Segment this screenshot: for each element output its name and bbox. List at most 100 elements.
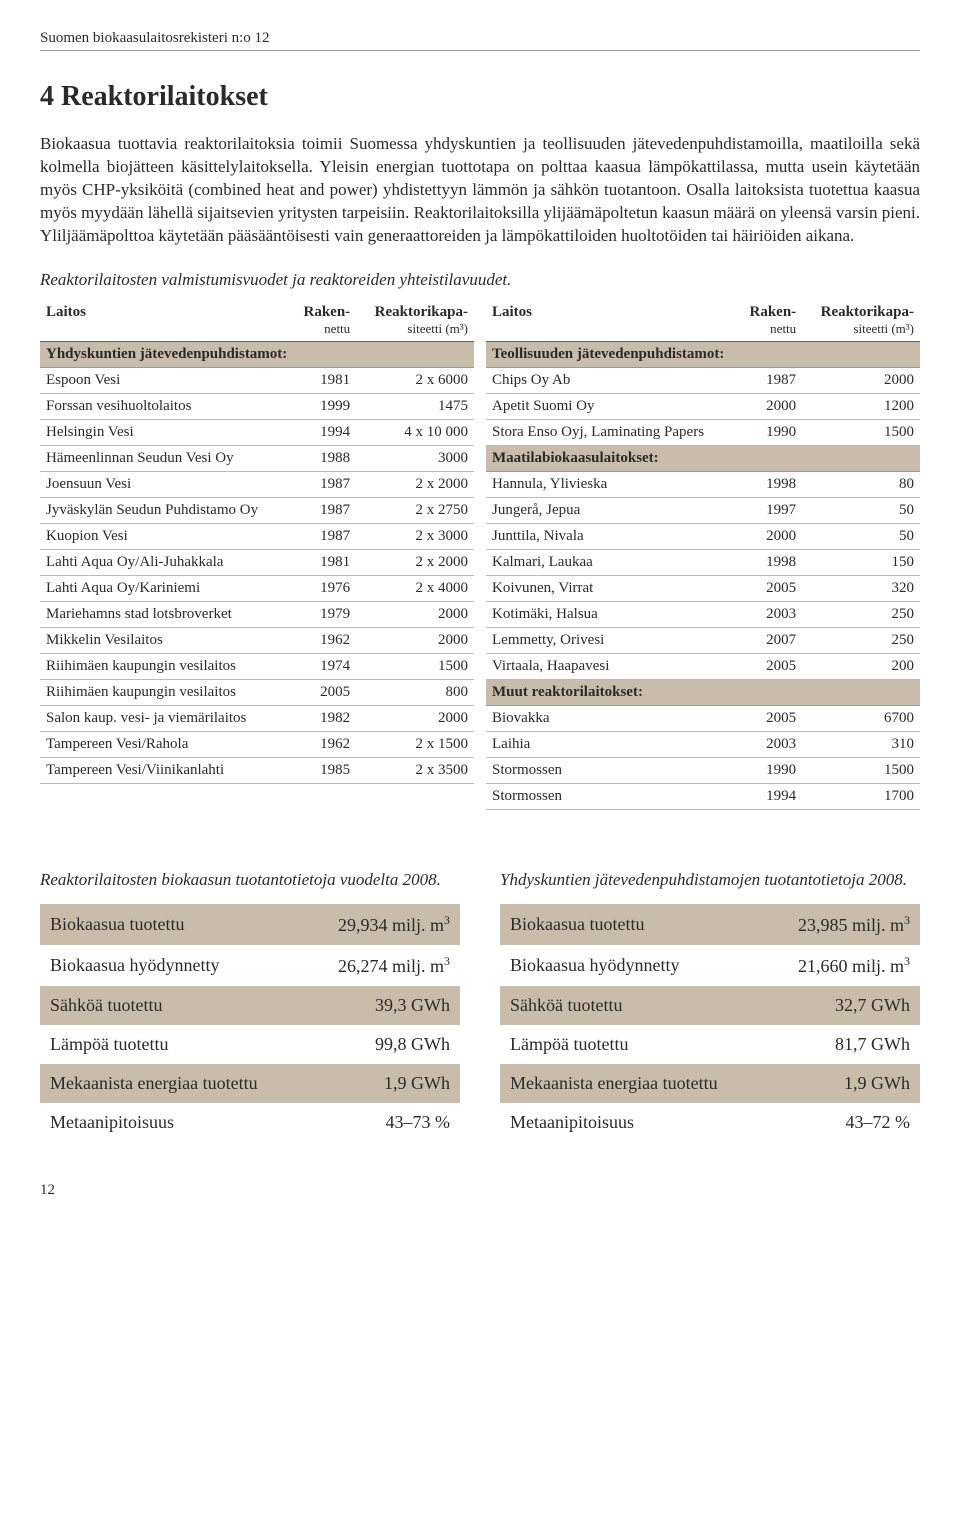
table-row: Kuopion Vesi19872 x 3000 bbox=[40, 523, 474, 549]
left-table-col: Laitos Raken-nettu Reaktorikapa-siteetti… bbox=[40, 300, 474, 810]
cell-year: 2003 bbox=[737, 731, 803, 757]
table-row: Jyväskylän Seudun Puhdistamo Oy19872 x 2… bbox=[40, 497, 474, 523]
cell-capacity: 1200 bbox=[802, 393, 920, 419]
stats-label: Biokaasua tuotettu bbox=[40, 904, 306, 945]
cell-year: 1987 bbox=[291, 523, 357, 549]
cell-laitos: Jyväskylän Seudun Puhdistamo Oy bbox=[40, 497, 291, 523]
cell-capacity: 3000 bbox=[356, 445, 474, 471]
table-row: Jungerå, Jepua199750 bbox=[486, 497, 920, 523]
section-label: Teollisuuden jätevedenpuhdistamot: bbox=[486, 341, 920, 367]
table-row: Stora Enso Oyj, Laminating Papers1990150… bbox=[486, 419, 920, 445]
cell-laitos: Jungerå, Jepua bbox=[486, 497, 737, 523]
right-table-col: Laitos Raken-nettu Reaktorikapa-siteetti… bbox=[486, 300, 920, 810]
cell-laitos: Hannula, Ylivieska bbox=[486, 471, 737, 497]
table-row: Hämeenlinnan Seudun Vesi Oy19883000 bbox=[40, 445, 474, 471]
cell-year: 1981 bbox=[291, 549, 357, 575]
cell-capacity: 2 x 2000 bbox=[356, 471, 474, 497]
cell-year: 1985 bbox=[291, 757, 357, 783]
stats-value: 23,985 milj. m3 bbox=[766, 904, 920, 945]
cell-capacity: 1500 bbox=[802, 419, 920, 445]
table-row: Mariehamns stad lotsbroverket19792000 bbox=[40, 601, 474, 627]
table-row: Lahti Aqua Oy/Kariniemi19762 x 4000 bbox=[40, 575, 474, 601]
cell-capacity: 50 bbox=[802, 497, 920, 523]
stats-value: 43–72 % bbox=[766, 1103, 920, 1142]
cell-laitos: Stormossen bbox=[486, 783, 737, 809]
cell-year: 1979 bbox=[291, 601, 357, 627]
table-row: Kotimäki, Halsua2003250 bbox=[486, 601, 920, 627]
table-row: Chips Oy Ab19872000 bbox=[486, 367, 920, 393]
cell-laitos: Helsingin Vesi bbox=[40, 419, 291, 445]
stats-value: 43–73 % bbox=[306, 1103, 460, 1142]
cell-year: 2005 bbox=[737, 653, 803, 679]
cell-year: 1987 bbox=[737, 367, 803, 393]
cell-capacity: 1475 bbox=[356, 393, 474, 419]
cell-year: 1982 bbox=[291, 705, 357, 731]
section-row: Teollisuuden jätevedenpuhdistamot: bbox=[486, 341, 920, 367]
table-row: Salon kaup. vesi- ja viemärilaitos198220… bbox=[40, 705, 474, 731]
stats-right: Yhdyskuntien jätevedenpuhdistamojen tuot… bbox=[500, 870, 920, 1142]
stats-label: Metaanipitoisuus bbox=[40, 1103, 306, 1142]
stats-row: Lämpöä tuotettu99,8 GWh bbox=[40, 1025, 460, 1064]
stats-label: Mekaanista energiaa tuotettu bbox=[40, 1064, 306, 1103]
col-raken: Raken-nettu bbox=[291, 300, 357, 342]
stats-value: 32,7 GWh bbox=[766, 986, 920, 1025]
cell-laitos: Kotimäki, Halsua bbox=[486, 601, 737, 627]
cell-capacity: 1700 bbox=[802, 783, 920, 809]
cell-year: 1998 bbox=[737, 471, 803, 497]
stats-right-table: Biokaasua tuotettu23,985 milj. m3Biokaas… bbox=[500, 904, 920, 1142]
cell-capacity: 2 x 1500 bbox=[356, 731, 474, 757]
table-row: Virtaala, Haapavesi2005200 bbox=[486, 653, 920, 679]
cell-year: 1962 bbox=[291, 627, 357, 653]
cell-laitos: Hämeenlinnan Seudun Vesi Oy bbox=[40, 445, 291, 471]
cell-laitos: Salon kaup. vesi- ja viemärilaitos bbox=[40, 705, 291, 731]
cell-year: 1988 bbox=[291, 445, 357, 471]
tables-container: Laitos Raken-nettu Reaktorikapa-siteetti… bbox=[40, 300, 920, 810]
cell-laitos: Koivunen, Virrat bbox=[486, 575, 737, 601]
cell-capacity: 2 x 4000 bbox=[356, 575, 474, 601]
cell-year: 2005 bbox=[737, 575, 803, 601]
stats-left-table: Biokaasua tuotettu29,934 milj. m3Biokaas… bbox=[40, 904, 460, 1142]
cell-laitos: Riihimäen kaupungin vesilaitos bbox=[40, 679, 291, 705]
cell-year: 1994 bbox=[291, 419, 357, 445]
cell-laitos: Stormossen bbox=[486, 757, 737, 783]
stats-label: Lämpöä tuotettu bbox=[40, 1025, 306, 1064]
cell-year: 2007 bbox=[737, 627, 803, 653]
stats-label: Mekaanista energiaa tuotettu bbox=[500, 1064, 766, 1103]
cell-laitos: Espoon Vesi bbox=[40, 367, 291, 393]
table-row: Mikkelin Vesilaitos19622000 bbox=[40, 627, 474, 653]
stats-label: Sähköä tuotettu bbox=[40, 986, 306, 1025]
stats-value: 81,7 GWh bbox=[766, 1025, 920, 1064]
running-header: Suomen biokaasulaitosrekisteri n:o 12 bbox=[40, 30, 920, 51]
stats-row: Mekaanista energiaa tuotettu1,9 GWh bbox=[500, 1064, 920, 1103]
cell-year: 1962 bbox=[291, 731, 357, 757]
col-raken: Raken-nettu bbox=[737, 300, 803, 342]
cell-year: 1974 bbox=[291, 653, 357, 679]
table-row: Stormossen19901500 bbox=[486, 757, 920, 783]
table-row: Helsingin Vesi19944 x 10 000 bbox=[40, 419, 474, 445]
section-label: Yhdyskuntien jätevedenpuhdistamot: bbox=[40, 341, 474, 367]
cell-capacity: 200 bbox=[802, 653, 920, 679]
col-laitos: Laitos bbox=[486, 300, 737, 342]
cell-laitos: Lahti Aqua Oy/Ali-Juhakkala bbox=[40, 549, 291, 575]
cell-capacity: 2000 bbox=[802, 367, 920, 393]
stats-left: Reaktorilaitosten biokaasun tuotantotiet… bbox=[40, 870, 460, 1142]
cell-laitos: Tampereen Vesi/Viinikanlahti bbox=[40, 757, 291, 783]
cell-year: 2003 bbox=[737, 601, 803, 627]
cell-capacity: 1500 bbox=[356, 653, 474, 679]
section-row: Yhdyskuntien jätevedenpuhdistamot: bbox=[40, 341, 474, 367]
cell-capacity: 150 bbox=[802, 549, 920, 575]
stats-left-title: Reaktorilaitosten biokaasun tuotantotiet… bbox=[40, 870, 460, 890]
cell-laitos: Laihia bbox=[486, 731, 737, 757]
cell-laitos: Joensuun Vesi bbox=[40, 471, 291, 497]
cell-laitos: Mikkelin Vesilaitos bbox=[40, 627, 291, 653]
cell-capacity: 2 x 3000 bbox=[356, 523, 474, 549]
cell-laitos: Forssan vesihuoltolaitos bbox=[40, 393, 291, 419]
stats-row: Sähköä tuotettu39,3 GWh bbox=[40, 986, 460, 1025]
stats-label: Metaanipitoisuus bbox=[500, 1103, 766, 1142]
cell-laitos: Junttila, Nivala bbox=[486, 523, 737, 549]
stats-value: 26,274 milj. m3 bbox=[306, 945, 460, 986]
stats-row: Biokaasua tuotettu23,985 milj. m3 bbox=[500, 904, 920, 945]
stats-container: Reaktorilaitosten biokaasun tuotantotiet… bbox=[40, 870, 920, 1142]
cell-year: 1987 bbox=[291, 497, 357, 523]
cell-laitos: Virtaala, Haapavesi bbox=[486, 653, 737, 679]
